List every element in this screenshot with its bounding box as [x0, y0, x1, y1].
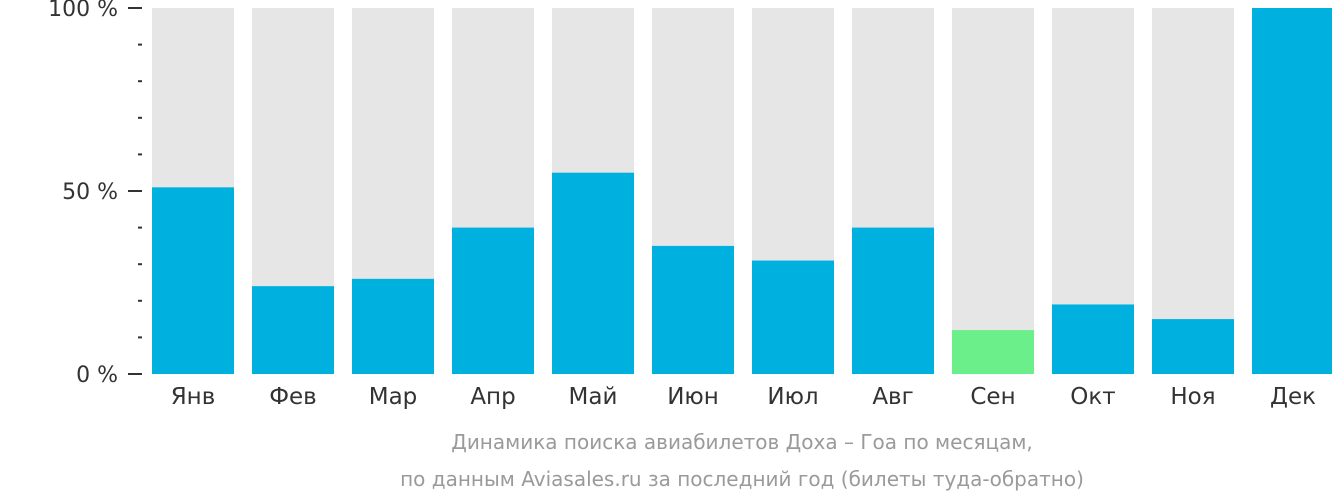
y-tick-label: 50 % — [62, 180, 118, 205]
bar-background — [952, 8, 1034, 374]
bars — [152, 8, 1332, 374]
x-axis-labels: Янв Фев Мар Апр Май Июн Июл Авг Сен Окт Ноя Дек — [171, 384, 1316, 410]
y-tick-label: 0 % — [76, 363, 118, 388]
x-tick-label: Июл — [767, 384, 818, 410]
chart-caption-line-1: Динамика поиска авиабилетов Доха – Гоа п… — [451, 430, 1033, 454]
bar-10 — [1052, 304, 1134, 374]
x-tick-label: Янв — [171, 384, 216, 410]
bar-2 — [252, 286, 334, 374]
x-tick-label: Сен — [970, 384, 1015, 410]
x-tick-label: Ноя — [1170, 384, 1215, 410]
bar-background — [1152, 8, 1234, 374]
bar-4 — [452, 227, 534, 374]
x-tick-label: Май — [569, 384, 618, 410]
bar-3 — [352, 278, 434, 374]
x-tick-label: Дек — [1270, 384, 1316, 410]
x-tick-label: Апр — [470, 384, 515, 410]
x-tick-label: Мар — [369, 384, 418, 410]
bar-chart: 0 % 50 % 100 % Янв Фев Мар Апр Май Июн Июл Авг Сен… — [48, 0, 1332, 410]
bar-7 — [752, 260, 834, 374]
x-tick-label: Фев — [269, 384, 317, 410]
bar-11 — [1152, 319, 1234, 374]
bar-5 — [552, 172, 634, 374]
x-tick-label: Авг — [872, 384, 913, 410]
chart-caption-line-2: по данным Aviasales.ru за последний год … — [400, 467, 1084, 491]
x-tick-label: Окт — [1070, 384, 1115, 410]
y-tick-label: 100 % — [48, 0, 118, 22]
bar-1 — [152, 187, 234, 374]
y-axis: 0 % 50 % 100 % — [48, 0, 142, 388]
bar-12 — [1252, 8, 1332, 374]
bar-6 — [652, 245, 734, 374]
bar-9 — [952, 330, 1034, 374]
x-tick-label: Июн — [667, 384, 719, 410]
bar-8 — [852, 227, 934, 374]
